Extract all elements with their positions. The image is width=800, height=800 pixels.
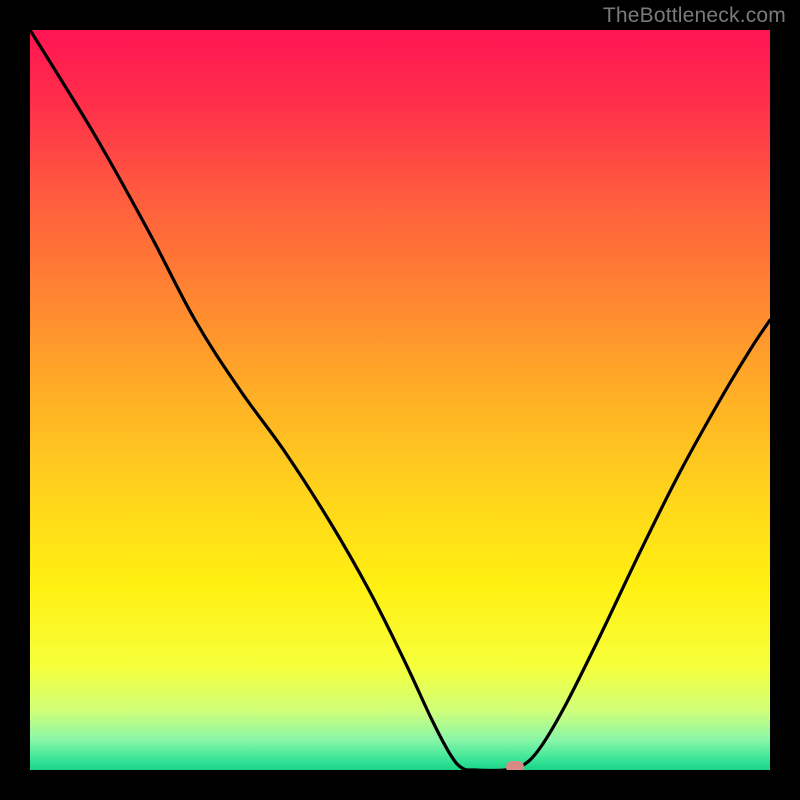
- watermark-text: TheBottleneck.com: [603, 4, 786, 28]
- optimal-marker: [506, 761, 524, 770]
- bottleneck-curve: [30, 30, 770, 770]
- chart-plot-area: [30, 30, 770, 770]
- chart-curve-svg: [30, 30, 770, 770]
